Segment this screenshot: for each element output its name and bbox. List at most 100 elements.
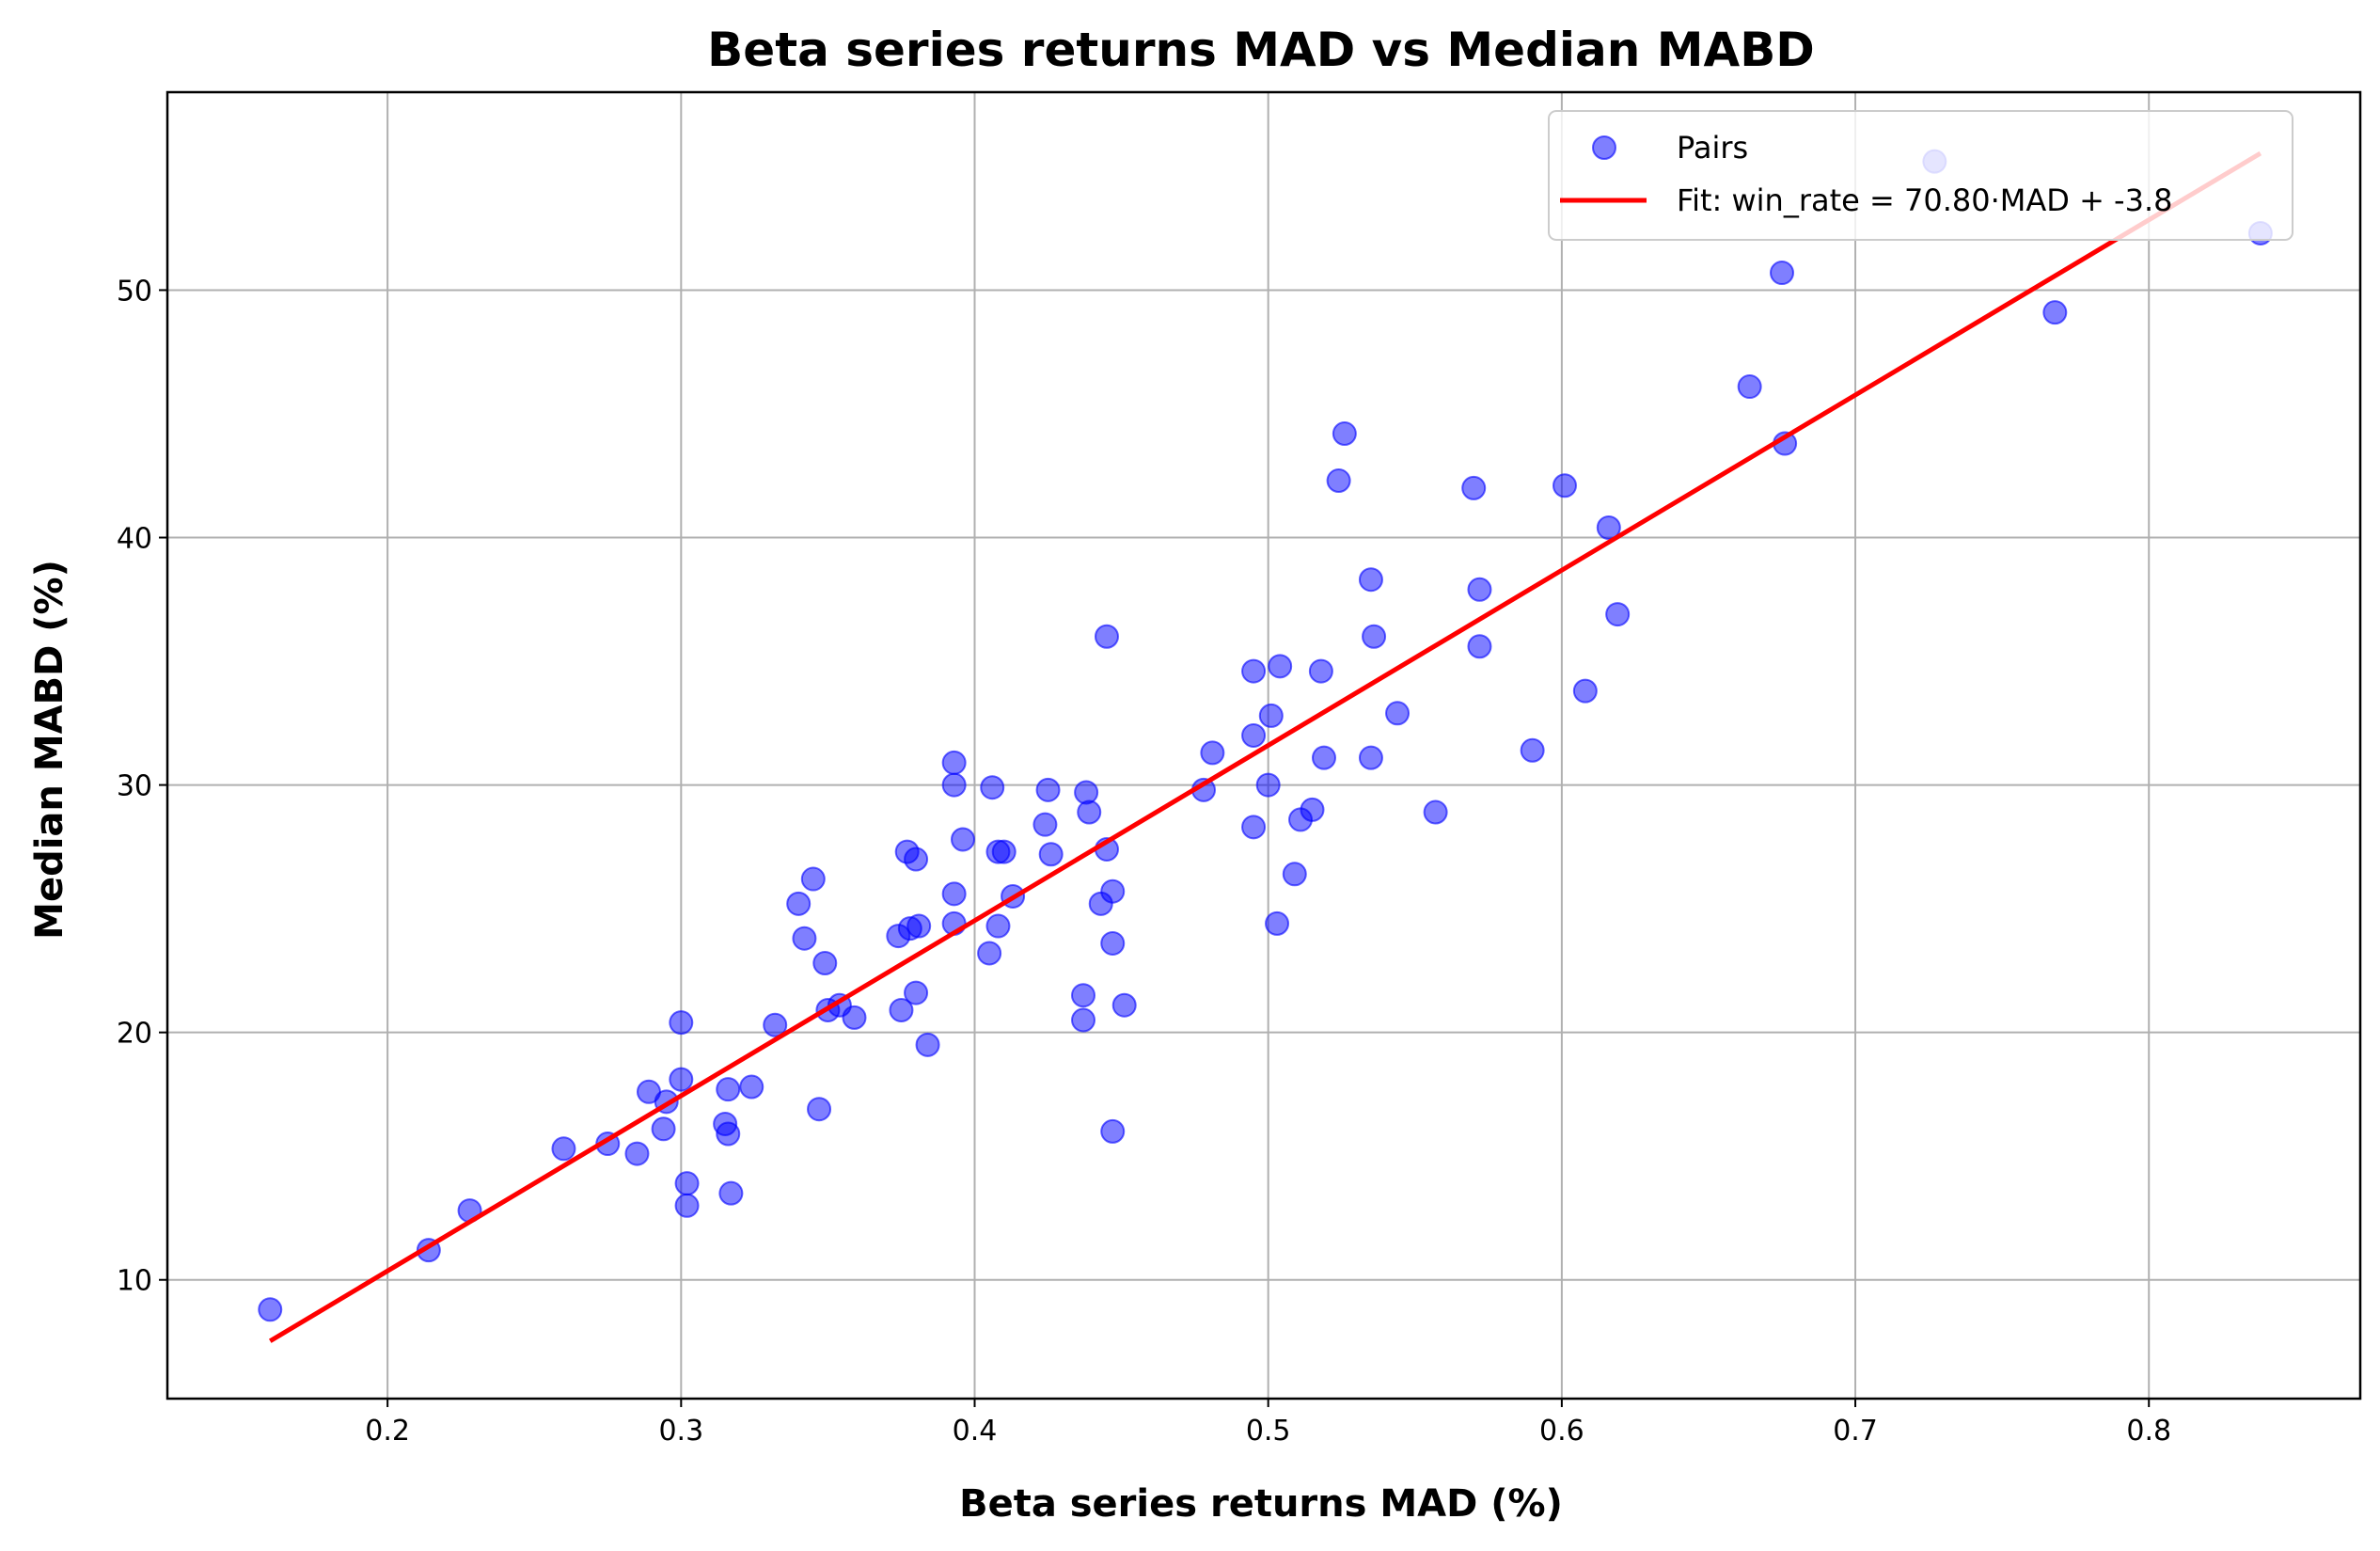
scatter-point [1074, 780, 1099, 805]
scatter-point [1111, 992, 1137, 1018]
scatter-point [716, 1121, 741, 1147]
plot-area [258, 149, 2273, 1343]
fit-line [268, 150, 2262, 1343]
scatter-point [951, 827, 976, 852]
scatter-point [1300, 797, 1325, 822]
scatter-point [941, 772, 967, 798]
axes-frame [165, 90, 2362, 1401]
scatter-point [1605, 602, 1631, 627]
scatter-point [1520, 737, 1545, 763]
scatter-point [258, 1297, 283, 1322]
scatter-point [1038, 842, 1064, 867]
scatter-point [1308, 658, 1333, 684]
scatter-point [904, 980, 929, 1005]
scatter-point [624, 1141, 650, 1166]
scatter-point [1032, 812, 1058, 837]
scatter-point [718, 1180, 744, 1206]
scatter-point [1265, 910, 1290, 936]
scatter-point [1596, 515, 1621, 540]
scatter-point [1094, 624, 1119, 649]
legend-box [1548, 110, 2293, 241]
x-tick-label: 0.7 [1833, 1415, 1878, 1448]
scatter-point [739, 1074, 764, 1100]
y-axis-label: Median MABD (%) [28, 560, 71, 940]
scatter-point [812, 951, 838, 975]
scatter-point [1467, 577, 1492, 602]
scatter-point [977, 941, 1002, 966]
scatter-point [1326, 468, 1351, 494]
scatter-point [906, 913, 932, 939]
scatter-point [1100, 1118, 1126, 1144]
x-tick-label: 0.6 [1539, 1415, 1584, 1448]
scatter-point [1770, 261, 1795, 286]
y-tick-label: 40 [117, 523, 152, 556]
y-tick-label: 30 [117, 770, 152, 803]
scatter-point [1552, 473, 1577, 499]
y-tick-label: 20 [117, 1018, 152, 1051]
scatter-point [1100, 878, 1126, 904]
scatter-point [915, 1032, 940, 1057]
scatter-point [1362, 624, 1387, 649]
legend: Pairs Fit: win_rate = 70.80·MAD + -3.8 [1548, 110, 2293, 241]
scatter-point [1071, 983, 1096, 1008]
scatter-point [1423, 799, 1448, 825]
scatter-point [786, 891, 812, 916]
scatter-point [985, 913, 1011, 939]
scatter-point [1461, 475, 1487, 500]
scatter-point [674, 1193, 700, 1218]
scatter-point [1071, 1007, 1096, 1033]
x-tick-label: 0.3 [658, 1415, 703, 1448]
scatter-point [807, 1097, 832, 1122]
scatter-point [669, 1067, 694, 1092]
scatter-point [842, 1005, 867, 1030]
scatter-point [1241, 722, 1267, 748]
scatter-point [1572, 678, 1598, 704]
scatter-point [792, 926, 817, 951]
scatter-point [1737, 374, 1762, 400]
legend-label-pairs: Pairs [1677, 130, 1748, 166]
scatter-point [1241, 658, 1267, 684]
chart-title: Beta series returns MAD vs Median MABD [707, 23, 1815, 77]
x-tick-label: 0.4 [953, 1415, 998, 1448]
scatter-point [763, 1012, 788, 1037]
scatter-point [551, 1136, 576, 1162]
scatter-point [980, 775, 1005, 800]
scatter-point [1385, 701, 1411, 726]
scatter-point [1035, 777, 1061, 802]
scatter-point [1467, 634, 1492, 659]
scatter-point [991, 839, 1017, 864]
y-tick-label: 50 [117, 275, 152, 308]
scatter-point [1100, 930, 1126, 956]
scatter-point [800, 866, 826, 892]
scatter-point [1268, 654, 1293, 679]
scatter-point [941, 750, 967, 775]
axis-ticks: 0.2 0.3 0.4 0.5 0.6 0.7 0.8 10 20 30 40 50 [117, 275, 2171, 1448]
scatter-point [1358, 567, 1383, 593]
scatter-point [1077, 799, 1102, 825]
scatter-point [1255, 772, 1281, 798]
x-tick-label: 0.5 [1246, 1415, 1291, 1448]
scatter-point [1200, 740, 1225, 766]
x-axis-label: Beta series returns MAD (%) [959, 1482, 1563, 1526]
x-tick-label: 0.8 [2126, 1415, 2171, 1448]
scatter-point [1282, 862, 1307, 887]
scatter-point [674, 1171, 700, 1196]
scatter-point [2042, 300, 2068, 325]
legend-marker-pairs [1592, 135, 1616, 160]
scatter-point [904, 847, 929, 872]
x-tick-label: 0.2 [365, 1415, 410, 1448]
scatter-point [716, 1077, 741, 1102]
scatter-point [941, 881, 967, 907]
legend-label-fit: Fit: win_rate = 70.80·MAD + -3.8 [1677, 182, 2172, 218]
scatter-point [1241, 815, 1267, 840]
scatter-point [1358, 745, 1383, 770]
scatter-point [669, 1010, 694, 1036]
scatter-point [1311, 745, 1336, 770]
scatter-point [651, 1116, 676, 1142]
scatter-point [889, 997, 914, 1022]
y-tick-label: 10 [117, 1265, 152, 1298]
scatter-point [1332, 421, 1357, 447]
scatter-point [1258, 703, 1284, 728]
